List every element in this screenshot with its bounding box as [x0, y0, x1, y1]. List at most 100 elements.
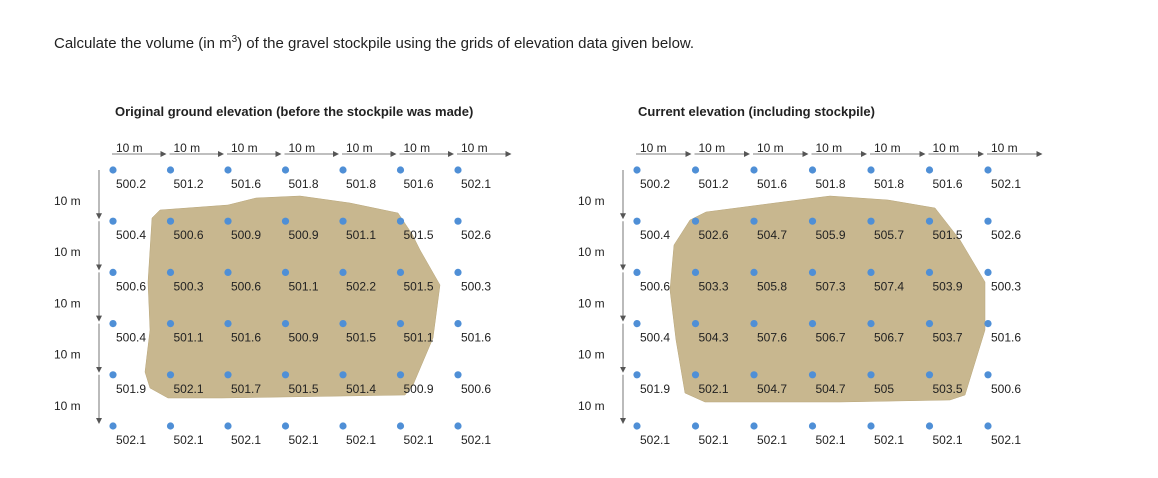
question-superscript: 3	[231, 34, 238, 45]
spacing-label: 10 m	[231, 141, 258, 155]
elevation-value: 507.6	[757, 331, 787, 345]
elevation-value: 500.2	[640, 177, 670, 191]
grid-point	[984, 217, 992, 225]
grid-point	[984, 371, 992, 379]
elevation-value: 501.8	[874, 177, 904, 191]
elevation-value: 501.8	[289, 177, 319, 191]
grid-point	[339, 320, 347, 328]
grid-point	[867, 217, 875, 225]
grid-point	[339, 166, 347, 174]
elevation-value: 502.6	[991, 228, 1021, 242]
grid-point	[750, 217, 758, 225]
grid-point	[691, 320, 700, 328]
grid-panel-2: Current elevation (including stockpile) 1…	[578, 104, 1043, 447]
grid-point	[454, 371, 462, 379]
elevation-value: 502.1	[991, 177, 1021, 191]
grid-point	[166, 422, 175, 430]
elevation-value: 501.5	[404, 228, 434, 242]
grid-point	[984, 268, 992, 276]
grid-point	[339, 268, 347, 276]
spacing-label: 10 m	[54, 399, 81, 413]
grid-point	[339, 371, 347, 379]
elevation-value: 500.6	[116, 279, 146, 293]
elevation-value: 502.1	[174, 382, 204, 396]
elevation-value: 502.1	[874, 433, 904, 447]
grid-title: Original ground elevation (before the st…	[115, 104, 473, 119]
grid-point	[454, 268, 462, 276]
grid-point	[224, 320, 232, 328]
grid-point	[984, 320, 992, 328]
elevation-value: 502.1	[816, 433, 846, 447]
grid-point	[109, 371, 117, 379]
grid-point	[109, 268, 117, 276]
grid-point	[808, 371, 817, 379]
grid-point	[339, 217, 347, 225]
spacing-label: 10 m	[991, 141, 1018, 155]
grid-point	[166, 371, 175, 379]
elevation-value: 500.3	[174, 279, 204, 293]
elevation-value: 500.6	[991, 382, 1021, 396]
grid-point	[633, 422, 641, 430]
grid-point	[867, 371, 875, 379]
elevation-value: 502.6	[461, 228, 491, 242]
grid-point	[396, 268, 405, 276]
elevation-value: 502.1	[640, 433, 670, 447]
grid-point	[224, 217, 232, 225]
spacing-label: 10 m	[578, 296, 605, 310]
grid-point	[808, 422, 817, 430]
grid-point	[224, 166, 232, 174]
grid-point	[867, 320, 875, 328]
elevation-value: 502.1	[116, 433, 146, 447]
spacing-label: 10 m	[578, 399, 605, 413]
spacing-label: 10 m	[346, 141, 373, 155]
grid-point	[454, 217, 462, 225]
elevation-value: 501.1	[346, 228, 376, 242]
elevation-value: 500.4	[116, 228, 146, 242]
elevation-value: 501.5	[404, 279, 434, 293]
spacing-label: 10 m	[640, 141, 667, 155]
elevation-value: 503.3	[699, 279, 729, 293]
elevation-value: 501.6	[404, 177, 434, 191]
elevation-value: 500.6	[640, 279, 670, 293]
elevation-value: 504.7	[816, 382, 846, 396]
elevation-value: 502.6	[699, 228, 729, 242]
elevation-value: 500.3	[991, 279, 1021, 293]
grid-point	[750, 371, 758, 379]
grid-point	[633, 268, 641, 276]
grid-point	[750, 320, 758, 328]
elevation-value: 501.6	[991, 331, 1021, 345]
elevation-value: 502.2	[346, 279, 376, 293]
grid-point	[109, 217, 117, 225]
spacing-label: 10 m	[461, 141, 488, 155]
elevation-value: 501.5	[346, 331, 376, 345]
grid-point	[925, 422, 934, 430]
spacing-label: 10 m	[578, 194, 605, 208]
spacing-label: 10 m	[874, 141, 901, 155]
grid-point	[166, 217, 175, 225]
grid-point	[224, 422, 232, 430]
elevation-value: 501.1	[404, 331, 434, 345]
elevation-value: 505.7	[874, 228, 904, 242]
elevation-value: 501.6	[231, 331, 261, 345]
elevation-value: 500.3	[461, 279, 491, 293]
elevation-value: 500.4	[116, 331, 146, 345]
elevation-value: 503.7	[933, 331, 963, 345]
grid-point	[808, 320, 817, 328]
spacing-label: 10 m	[699, 141, 726, 155]
elevation-value: 504.7	[757, 228, 787, 242]
elevation-value: 500.6	[174, 228, 204, 242]
elevation-value: 502.1	[699, 433, 729, 447]
grid-point	[808, 268, 817, 276]
elevation-value: 502.1	[346, 433, 376, 447]
grid-point	[984, 166, 992, 174]
grid-point	[109, 422, 117, 430]
elevation-value: 500.9	[289, 331, 319, 345]
elevation-value: 502.1	[933, 433, 963, 447]
elevation-value: 502.1	[174, 433, 204, 447]
spacing-label: 10 m	[578, 348, 605, 362]
grid-point	[750, 268, 758, 276]
grid-point	[396, 422, 405, 430]
elevation-value: 500.4	[640, 228, 670, 242]
elevation-value: 502.1	[231, 433, 261, 447]
grid-point	[750, 422, 758, 430]
